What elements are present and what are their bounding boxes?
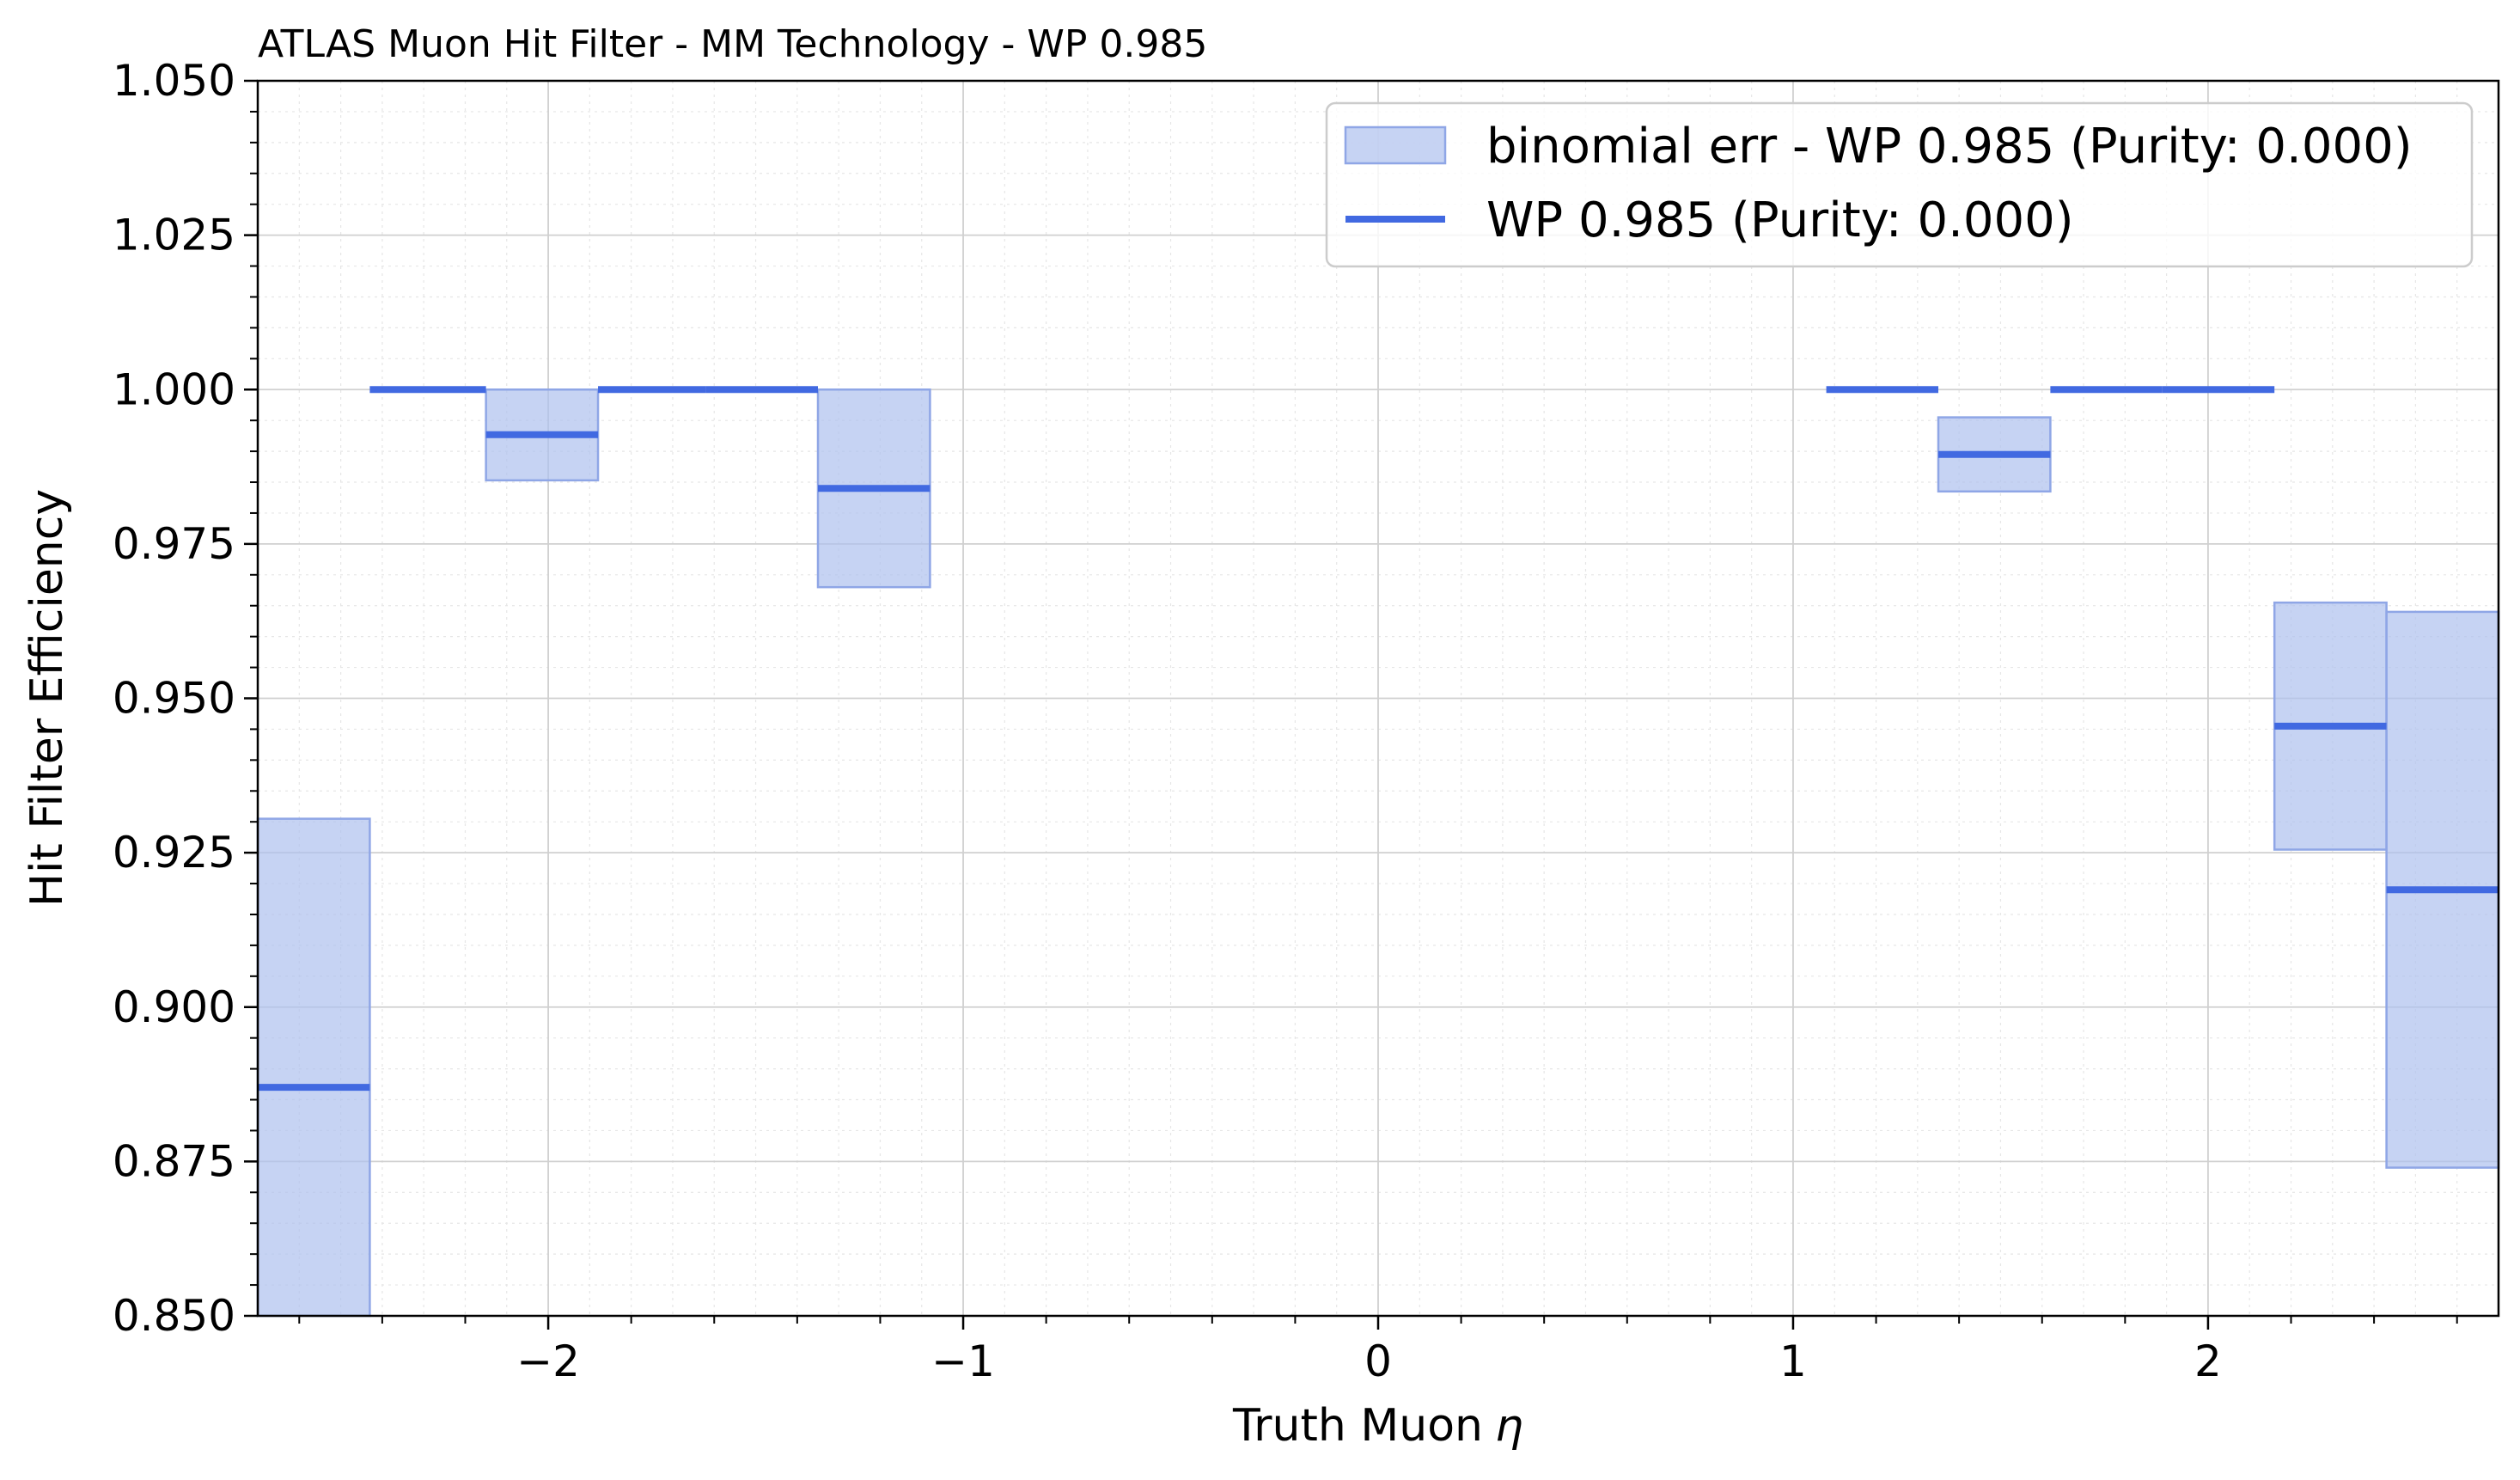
x-axis-ticks: −2 −1 0 1 2	[298, 1316, 2458, 1386]
x-axis-label: Truth Muon η	[1232, 1400, 1523, 1452]
y-tick-label: 1.000	[113, 364, 235, 414]
x-tick-label: −1	[931, 1336, 995, 1386]
legend-entry-band: binomial err - WP 0.985 (Purity: 0.000)	[1486, 119, 2413, 174]
error-band-bar	[256, 817, 371, 1318]
legend-band-swatch	[1344, 125, 1447, 165]
x-tick-label: −2	[516, 1336, 580, 1386]
y-axis-ticks: 0.850 0.875 0.900 0.925 0.950 0.975 1.000 1.025…	[113, 56, 258, 1341]
y-tick-label: 0.875	[113, 1136, 235, 1186]
chart-title: ATLAS Muon Hit Filter - MM Technology - …	[258, 22, 1207, 66]
y-tick-label: 1.050	[113, 56, 235, 106]
y-tick-label: 1.025	[113, 211, 235, 260]
x-tick-label: 2	[2194, 1336, 2222, 1386]
y-tick-label: 0.850	[113, 1291, 235, 1341]
x-axis-label-text: Truth Muon	[1232, 1400, 1483, 1452]
legend-box	[1325, 101, 2474, 268]
efficiency-steps	[258, 386, 2499, 1092]
legend: binomial err - WP 0.985 (Purity: 0.000) …	[1325, 101, 2474, 268]
y-axis-label: Hit Filter Efficiency	[21, 489, 73, 907]
y-tick-label: 0.950	[113, 674, 235, 724]
y-tick-label: 0.975	[113, 519, 235, 569]
y-tick-label: 0.900	[113, 982, 235, 1032]
x-tick-label: 1	[1779, 1336, 1807, 1386]
legend-entry-step: WP 0.985 (Purity: 0.000)	[1486, 193, 2074, 248]
x-axis-label-symbol: η	[1495, 1400, 1523, 1452]
y-tick-label: 0.925	[113, 828, 235, 878]
x-tick-label: 0	[1364, 1336, 1392, 1386]
